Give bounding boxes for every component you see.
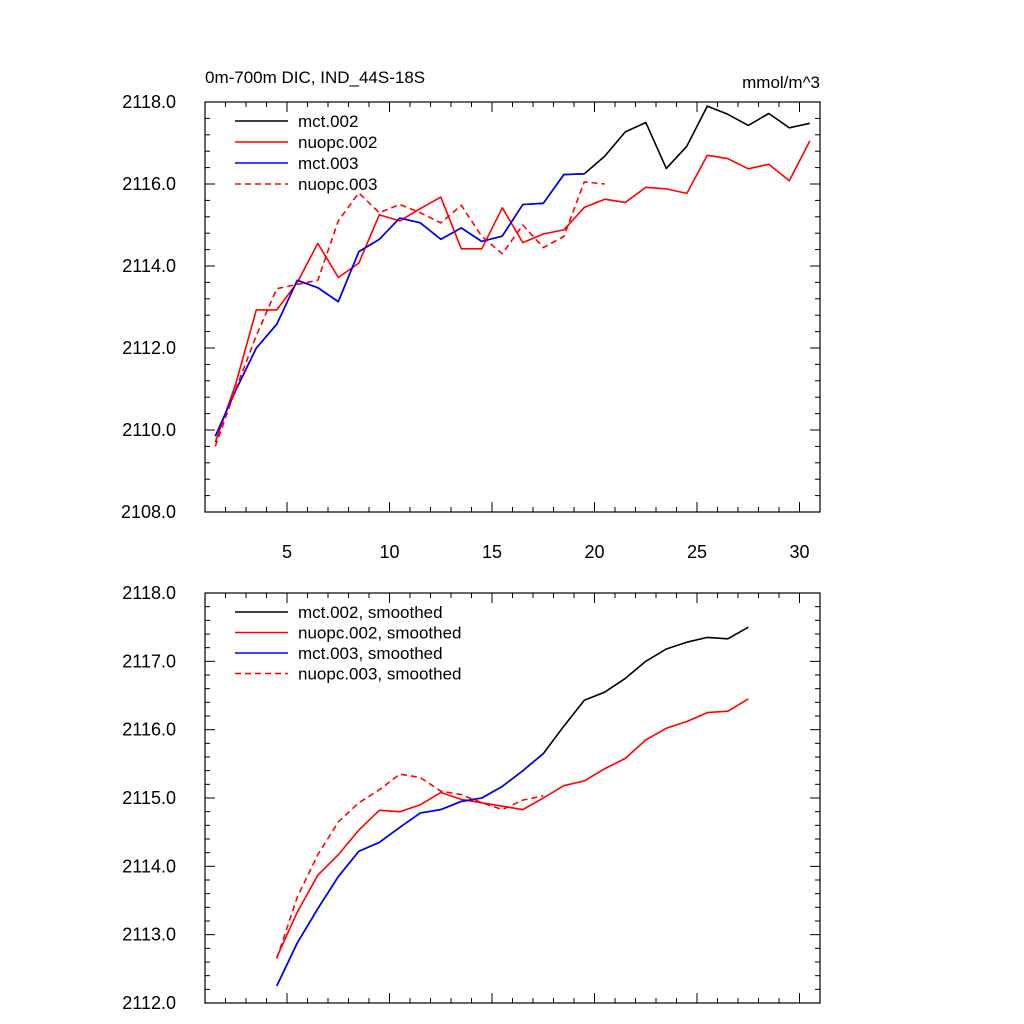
x-tick-label: 20 bbox=[584, 542, 604, 562]
panel-top: 0m-700m DIC, IND_44S-18S mmol/m^3 2108.0… bbox=[121, 68, 821, 562]
series-line-nuopc-002-smoothed bbox=[276, 698, 749, 958]
y-tick-label: 2112.0 bbox=[122, 338, 176, 358]
x-tick-label: 10 bbox=[379, 542, 399, 562]
series-line-nuopc-003-smoothed bbox=[276, 773, 544, 959]
y-tick-label: 2116.0 bbox=[122, 720, 176, 740]
x-tick-label: 25 bbox=[687, 542, 707, 562]
legend-label: nuopc.002, smoothed bbox=[298, 624, 462, 643]
panel-top-title-left: 0m-700m DIC, IND_44S-18S bbox=[205, 68, 425, 87]
legend-label: mct.002 bbox=[298, 112, 358, 131]
x-tick-label: 15 bbox=[482, 542, 502, 562]
y-tick-label: 2110.0 bbox=[122, 420, 176, 440]
series-line-nuopc-003 bbox=[214, 181, 605, 447]
y-tick-label: 2118.0 bbox=[122, 92, 176, 112]
y-tick-label: 2112.0 bbox=[122, 993, 176, 1013]
legend-label: nuopc.002 bbox=[298, 133, 377, 152]
y-tick-label: 2116.0 bbox=[122, 174, 176, 194]
series-line-mct-003-smoothed bbox=[276, 752, 544, 987]
y-tick-label: 2117.0 bbox=[122, 651, 176, 671]
y-tick-label: 2118.0 bbox=[122, 583, 176, 603]
legend-label: nuopc.003 bbox=[298, 175, 377, 194]
y-tick-label: 2114.0 bbox=[122, 856, 176, 876]
panel-bottom: 2112.0 2113.0 2114.0 2115.0 2116.0 2117.0 2118… bbox=[122, 583, 821, 1013]
panel-top-units: mmol/m^3 bbox=[742, 73, 820, 92]
series-line-mct-003 bbox=[214, 173, 585, 437]
y-tick-label: 2114.0 bbox=[122, 256, 176, 276]
series-line-nuopc-002 bbox=[214, 140, 811, 443]
legend-label: mct.003, smoothed bbox=[298, 644, 443, 663]
legend-label: mct.002, smoothed bbox=[298, 603, 443, 622]
legend-label: nuopc.003, smoothed bbox=[298, 665, 462, 684]
y-tick-label: 2108.0 bbox=[121, 502, 176, 522]
x-tick-label: 30 bbox=[789, 542, 809, 562]
y-tick-label: 2113.0 bbox=[122, 925, 176, 945]
y-tick-label: 2115.0 bbox=[122, 788, 176, 808]
legend-label: mct.003 bbox=[298, 154, 358, 173]
x-tick-label: 5 bbox=[282, 542, 292, 562]
